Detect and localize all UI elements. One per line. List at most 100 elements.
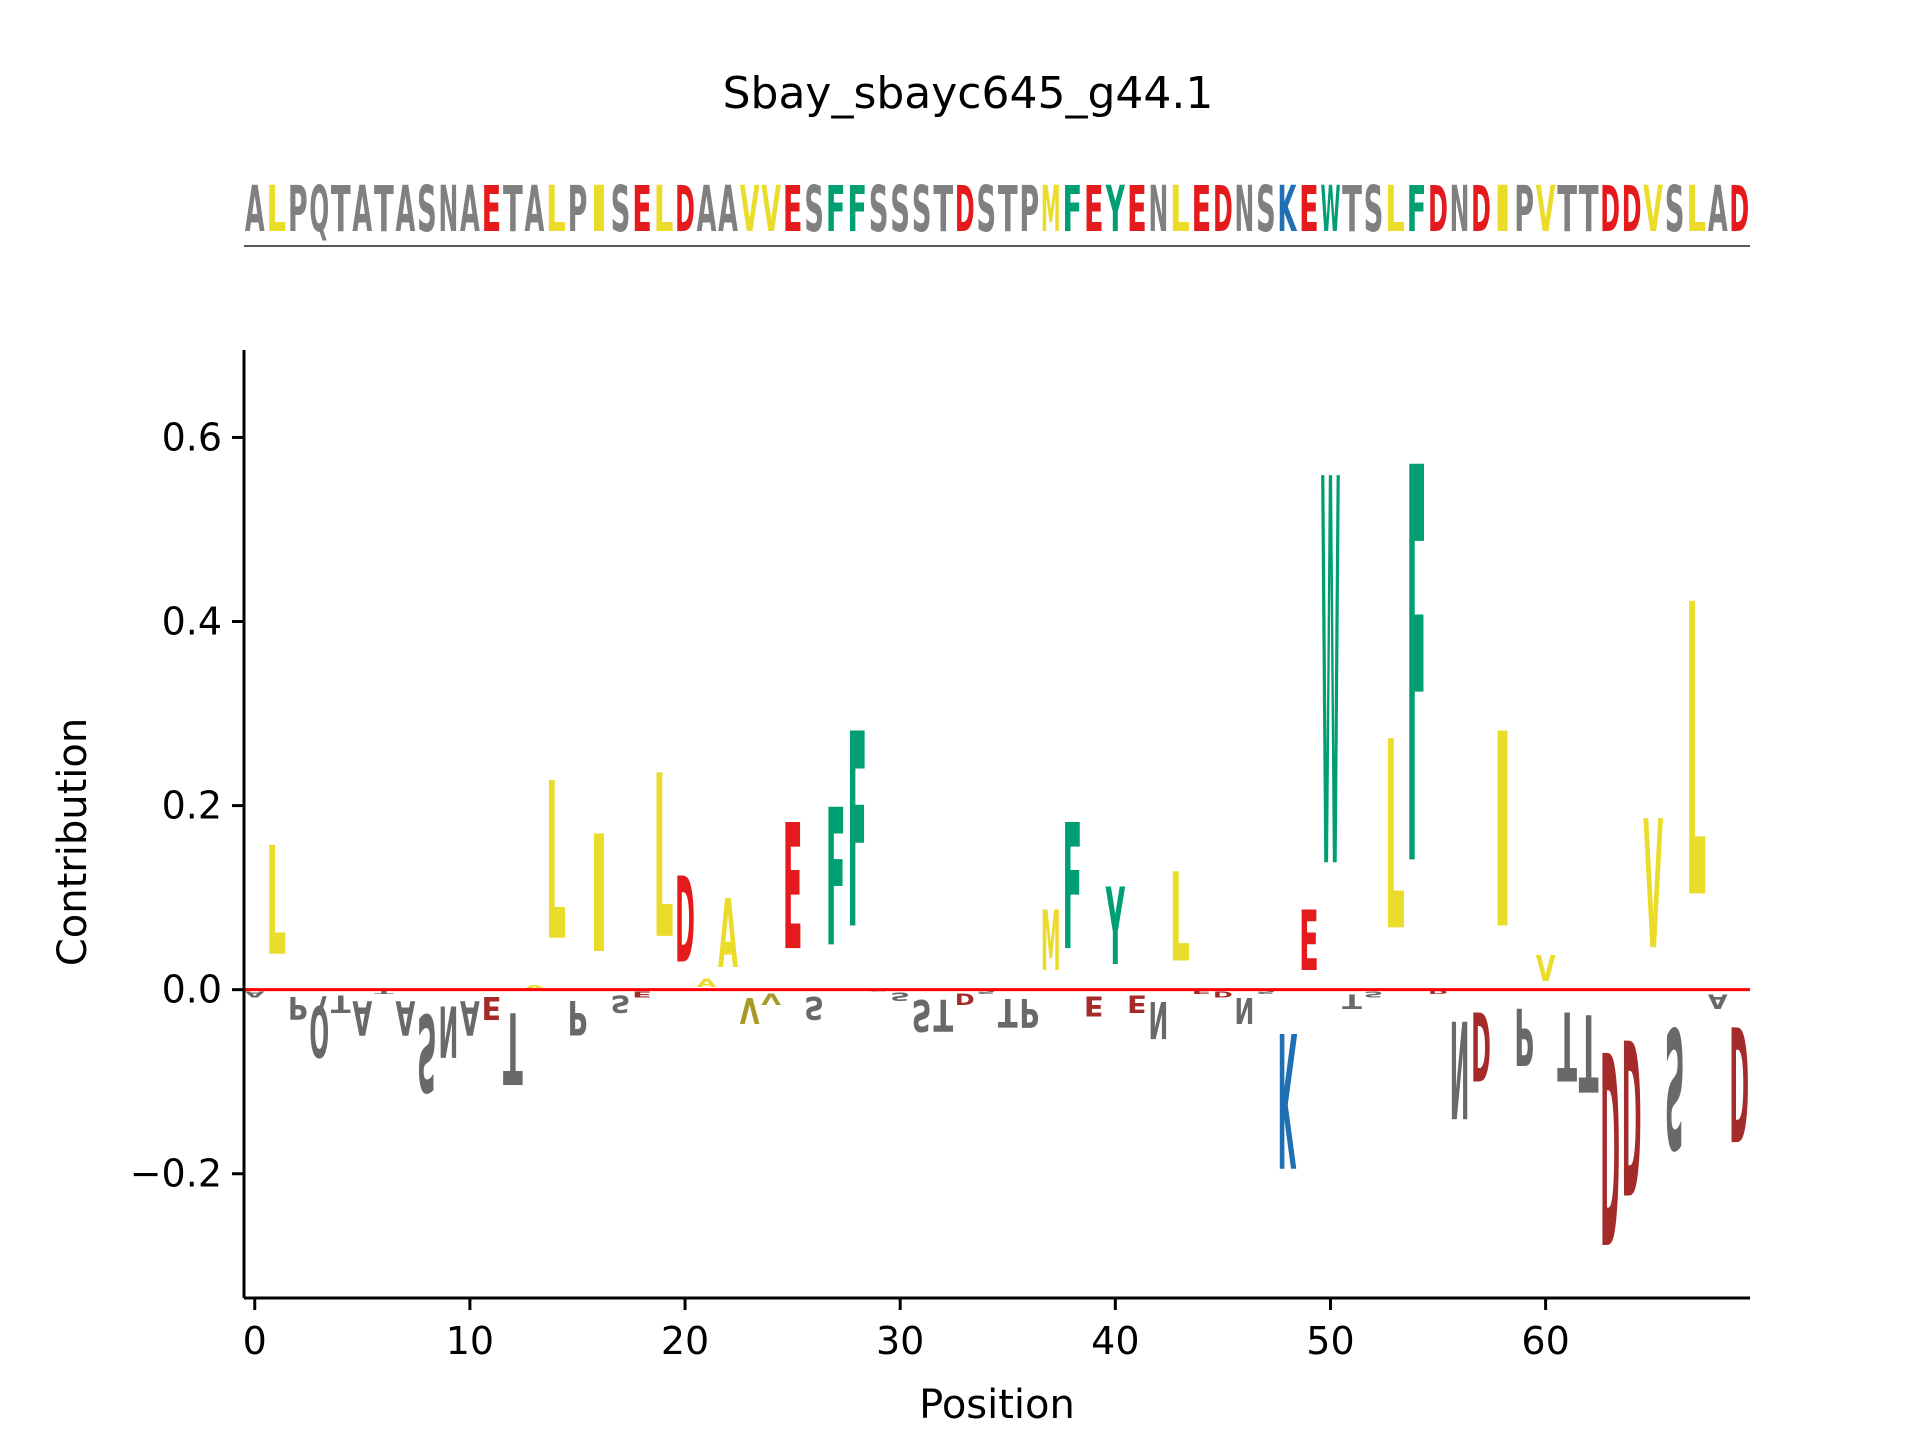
contribution-letter: T bbox=[1557, 989, 1577, 1098]
sequence-letter: A bbox=[245, 173, 265, 246]
contribution-letter: E bbox=[632, 989, 652, 998]
sequence-letter: F bbox=[847, 172, 867, 247]
sequence-letter: E bbox=[482, 172, 502, 247]
contribution-letter: S bbox=[611, 989, 631, 1017]
contribution-letter: I bbox=[1493, 679, 1513, 990]
contribution-letter: D bbox=[1600, 990, 1620, 1297]
sequence-letter: N bbox=[1235, 174, 1255, 247]
contribution-letter: A bbox=[1708, 989, 1728, 1011]
contribution-letter: P bbox=[568, 989, 588, 1044]
contribution-letter: K bbox=[1278, 989, 1298, 1204]
contribution-letter: Q bbox=[309, 989, 329, 1071]
contribution-letter: V bbox=[740, 989, 760, 1030]
contribution-letter: E bbox=[783, 789, 803, 990]
sequence-letter: K bbox=[1278, 174, 1298, 247]
contribution-letter: T bbox=[933, 989, 953, 1040]
sequence-letter: L bbox=[1686, 172, 1706, 246]
sequence-letter: V bbox=[761, 173, 781, 246]
sequence-letter: Y bbox=[1105, 173, 1125, 246]
contribution-letter: E bbox=[1191, 990, 1211, 995]
contribution-letter: S bbox=[1665, 990, 1685, 1183]
contribution-letter: D bbox=[1729, 990, 1749, 1173]
sequence-letter: D bbox=[1729, 174, 1749, 247]
sequence-letter: P bbox=[1514, 174, 1534, 247]
contribution-letter: S bbox=[912, 989, 932, 1040]
contribution-letter: Y bbox=[1105, 867, 1125, 991]
sequence-letter: T bbox=[374, 172, 394, 247]
contribution-letter: T bbox=[998, 989, 1018, 1035]
y-tick-label: 0.4 bbox=[162, 600, 222, 644]
sequence-letter: D bbox=[675, 174, 695, 247]
x-tick-label: 50 bbox=[1306, 1319, 1354, 1363]
contribution-letter: T bbox=[503, 989, 523, 1103]
sequence-letter: T bbox=[503, 172, 523, 247]
sequence-letter: E bbox=[1084, 172, 1104, 247]
sequence-letter: N bbox=[438, 174, 458, 247]
sequence-letter: F bbox=[1062, 172, 1082, 247]
contribution-letter: D bbox=[1471, 989, 1491, 1099]
sequence-letter: F bbox=[1407, 172, 1427, 247]
contribution-letter: N bbox=[438, 989, 458, 1071]
y-tick-label: 0.6 bbox=[162, 415, 222, 459]
sequence-letter: A bbox=[1708, 173, 1728, 246]
sequence-letter: V bbox=[1643, 173, 1663, 246]
sequence-letter: L bbox=[546, 172, 566, 246]
contribution-letter: N bbox=[1148, 989, 1168, 1048]
contribution-letter: S bbox=[1364, 990, 1384, 999]
sequence-letter: T bbox=[1579, 172, 1599, 247]
contribution-letter: V bbox=[1643, 783, 1663, 989]
contribution-letter: F bbox=[847, 677, 867, 989]
sequence-letter: S bbox=[976, 174, 996, 247]
sequence-letter: S bbox=[417, 174, 437, 247]
sequence-letter: A bbox=[395, 173, 415, 246]
sequence-letter: L bbox=[1170, 172, 1190, 246]
sequence-letter: I bbox=[589, 172, 609, 246]
contribution-letter: P bbox=[1019, 990, 1039, 1035]
sequence-letter: A bbox=[697, 173, 717, 246]
contribution-letter: F bbox=[1407, 355, 1427, 988]
y-tick-label: 0.2 bbox=[162, 784, 222, 828]
sequence-letter: E bbox=[632, 172, 652, 247]
x-tick-label: 40 bbox=[1091, 1319, 1139, 1363]
sequence-letter: T bbox=[998, 172, 1018, 247]
sequence-letter: T bbox=[1557, 172, 1577, 247]
contribution-letter: T bbox=[331, 989, 351, 1017]
contribution-letter: P bbox=[288, 990, 308, 1026]
sequence-letter: L bbox=[266, 172, 286, 246]
sequence-letter: L bbox=[1385, 172, 1405, 246]
contribution-letter: L bbox=[654, 727, 674, 989]
x-tick-label: 30 bbox=[876, 1319, 924, 1363]
contribution-letter: T bbox=[1579, 989, 1599, 1112]
sequence-letter: L bbox=[654, 172, 674, 246]
sequence-letter: D bbox=[1428, 174, 1448, 247]
sequence-letter: D bbox=[1471, 174, 1491, 247]
sequence-letter: S bbox=[804, 174, 824, 247]
contribution-letter: S bbox=[976, 990, 996, 995]
sequence-letter: I bbox=[1493, 172, 1513, 246]
contribution-letter: F bbox=[826, 770, 846, 989]
contribution-letter: S bbox=[417, 989, 437, 1112]
contribution-letter: D bbox=[1213, 989, 1233, 998]
sequence-letter: N bbox=[1450, 174, 1470, 247]
contribution-letter: L bbox=[1686, 523, 1706, 990]
sequence-letter: A bbox=[525, 173, 545, 246]
y-tick-label: 0.0 bbox=[162, 968, 222, 1012]
x-axis-label: Position bbox=[919, 1382, 1075, 1428]
sequence-letter: P bbox=[568, 174, 588, 247]
contribution-letter: L bbox=[1385, 686, 1405, 989]
contribution-letter: A bbox=[718, 881, 738, 990]
sequence-letter: S bbox=[1256, 174, 1276, 247]
contribution-letter: E bbox=[482, 989, 502, 1025]
sequence-letter: D bbox=[955, 174, 975, 247]
contribution-letter: I bbox=[589, 803, 609, 990]
contribution-letter: T bbox=[1342, 990, 1362, 1013]
sequence-letter: S bbox=[869, 174, 889, 247]
contribution-letter: S bbox=[1256, 990, 1276, 995]
contribution-letter: D bbox=[1428, 989, 1448, 994]
contribution-letter: A bbox=[525, 985, 546, 990]
contribution-letter: N bbox=[1235, 989, 1255, 1030]
sequence-letter: A bbox=[460, 173, 480, 246]
contribution-letter: A bbox=[460, 990, 480, 1045]
